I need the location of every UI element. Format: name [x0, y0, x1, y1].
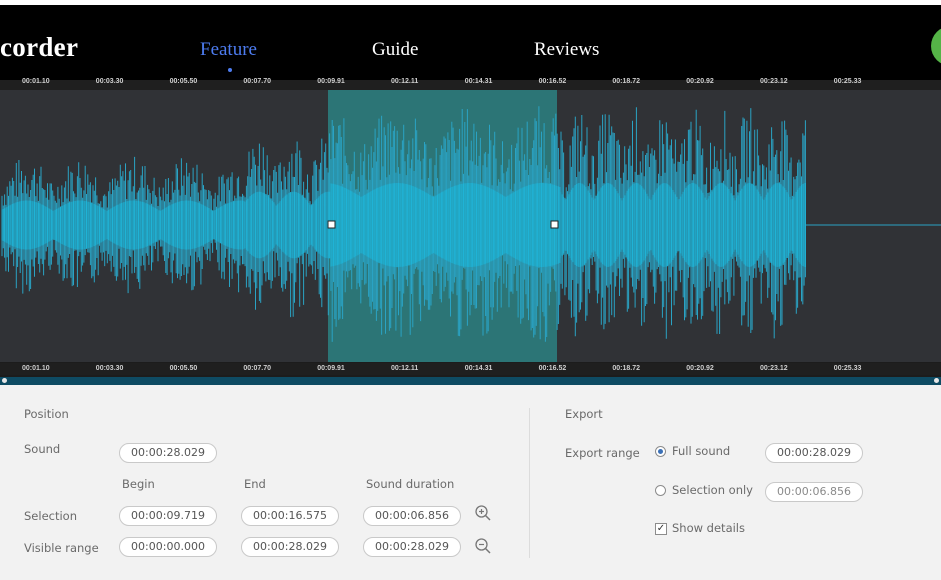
selection-end-handle[interactable] [550, 220, 559, 229]
show-details-label[interactable]: Show details [672, 521, 745, 535]
timeline-tick-label: 00:05.50 [169, 365, 198, 372]
timeline-tick-label: 00:16.52 [538, 78, 567, 85]
waveform-canvas[interactable] [0, 90, 941, 362]
selection-start-handle[interactable] [327, 220, 336, 229]
timeline-tick-label: 00:20.92 [686, 78, 714, 85]
timeline-tick-label: 00:18.72 [612, 365, 641, 372]
visible-range-label: Visible range [24, 541, 99, 555]
full-sound-radio[interactable] [655, 446, 666, 457]
visible-end-field[interactable]: 00:00:28.029 [241, 537, 339, 557]
selection-only-field[interactable]: 00:00:06.856 [765, 482, 863, 502]
timeline-tick-label: 00:12.11 [391, 78, 419, 85]
waveform-editor[interactable]: 00:01.10 00:03.30 00:05.50 00:07.70 00:09.91… [0, 78, 941, 385]
timeline-tick-label: 00:14.31 [464, 365, 493, 372]
scroll-handle-left[interactable] [2, 378, 7, 383]
nav-item-reviews[interactable]: Reviews [534, 39, 600, 60]
horizontal-scrollbar[interactable] [0, 377, 941, 385]
timeline-tick-label: 00:23.12 [760, 78, 788, 85]
timeline-tick-label: 00:05.50 [169, 78, 198, 85]
selection-begin-field[interactable]: 00:00:09.719 [119, 506, 217, 526]
selection-end-field[interactable]: 00:00:16.575 [241, 506, 339, 526]
scroll-handle-right[interactable] [934, 378, 939, 383]
timeline-tick-label: 00:07.70 [243, 365, 272, 372]
timeline-tick-label: 00:14.31 [464, 78, 493, 85]
sound-label: Sound [24, 442, 61, 456]
panel-divider [529, 408, 530, 558]
column-end-header: End [244, 477, 266, 491]
timeline-ruler-bottom: 00:01.10 00:03.30 00:05.50 00:07.70 00:09.91… [0, 363, 941, 375]
zoom-in-icon[interactable] [474, 504, 492, 522]
selection-only-label[interactable]: Selection only [672, 483, 753, 497]
export-title: Export [565, 407, 603, 421]
timeline-tick-label: 00:16.52 [538, 365, 567, 372]
timeline-tick-label: 00:23.12 [760, 365, 788, 372]
show-details-checkbox[interactable]: ✓ [655, 523, 667, 535]
timeline-tick-label: 00:03.30 [95, 365, 124, 372]
top-nav-bar: corder Feature Guide Reviews [0, 5, 941, 80]
timeline-tick-label: 00:07.70 [243, 78, 272, 85]
timeline-tick-label: 00:25.33 [833, 365, 862, 372]
column-duration-header: Sound duration [366, 477, 455, 491]
waveform-core [1, 183, 806, 267]
timeline-tick-label: 00:25.33 [833, 78, 862, 85]
radio-selected-dot [658, 449, 663, 454]
visible-duration-field[interactable]: 00:00:28.029 [363, 537, 461, 557]
timeline-ruler-top: 00:01.10 00:03.30 00:05.50 00:07.70 00:09.91… [0, 78, 941, 90]
selection-duration-field[interactable]: 00:00:06.856 [363, 506, 461, 526]
timeline-tick-label: 00:01.10 [22, 78, 50, 85]
nav-item-feature[interactable]: Feature [200, 39, 257, 60]
active-indicator-dot [228, 68, 232, 72]
user-avatar[interactable] [931, 26, 941, 66]
timeline-tick-label: 00:18.72 [612, 78, 641, 85]
timeline-tick-label: 00:09.91 [317, 365, 345, 372]
full-sound-field[interactable]: 00:00:28.029 [765, 443, 863, 463]
selection-label: Selection [24, 509, 77, 523]
visible-begin-field[interactable]: 00:00:00.000 [119, 537, 217, 557]
position-title: Position [24, 407, 69, 421]
zoom-out-icon[interactable] [474, 537, 492, 555]
full-sound-label[interactable]: Full sound [672, 444, 731, 458]
sound-length-field[interactable]: 00:00:28.029 [119, 443, 217, 463]
column-begin-header: Begin [122, 477, 155, 491]
timeline-tick-label: 00:03.30 [95, 78, 124, 85]
timeline-tick-label: 00:01.10 [22, 365, 50, 372]
timeline-tick-label: 00:12.11 [391, 365, 419, 372]
nav-item-guide[interactable]: Guide [372, 39, 419, 60]
timeline-tick-label: 00:09.91 [317, 78, 345, 85]
export-range-label: Export range [565, 446, 640, 460]
brand-logo-text[interactable]: corder [0, 32, 79, 62]
selection-only-radio[interactable] [655, 485, 666, 496]
timeline-tick-label: 00:20.92 [686, 365, 714, 372]
